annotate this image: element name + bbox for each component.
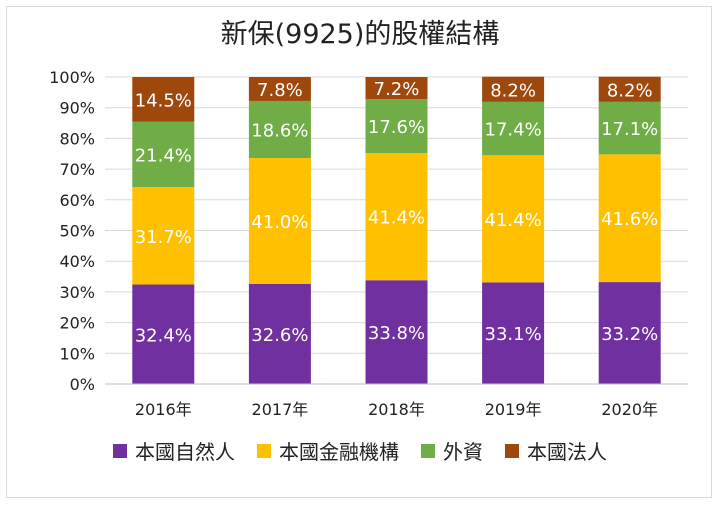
y-tick-label: 60% [59, 191, 95, 210]
x-tick-label: 2018年 [368, 400, 425, 419]
bar-segment [248, 100, 311, 159]
data-label: 41.6% [601, 209, 658, 230]
data-label: 17.4% [485, 120, 542, 141]
chart-legend: 本國自然人 本國金融機構 外資 本國法人 [0, 436, 720, 465]
bar-segment [248, 283, 311, 384]
legend-swatch [257, 443, 271, 458]
legend-swatch [421, 443, 435, 458]
bar-segment [248, 77, 311, 101]
data-label: 17.6% [368, 117, 425, 138]
data-label: 33.8% [368, 323, 425, 344]
legend-item-natural-persons: 本國自然人 [113, 436, 235, 465]
data-label: 8.2% [607, 80, 653, 101]
bar-segment [365, 153, 428, 281]
bar-segment [248, 158, 311, 284]
bar-segment [598, 154, 661, 283]
y-tick-label: 80% [59, 129, 95, 148]
data-label: 18.6% [251, 120, 308, 141]
legend-swatch [113, 443, 127, 458]
bar-segment [598, 76, 661, 102]
y-tick-label: 70% [59, 160, 95, 179]
bar-segment [365, 280, 428, 384]
legend-label: 本國金融機構 [279, 440, 399, 464]
data-label: 17.1% [601, 119, 658, 140]
bar-segment [132, 284, 195, 384]
data-label: 8.2% [490, 80, 536, 101]
data-label: 7.2% [374, 79, 420, 100]
bar-segment [482, 101, 545, 156]
legend-label: 本國自然人 [135, 440, 235, 464]
data-label: 14.5% [135, 90, 192, 111]
legend-label: 本國法人 [527, 440, 607, 464]
data-label: 7.8% [257, 80, 303, 101]
legend-swatch [505, 443, 519, 458]
data-label: 41.0% [251, 212, 308, 233]
x-tick-label: 2016年 [135, 400, 192, 419]
x-tick-label: 2020年 [601, 400, 658, 419]
legend-item-corporations: 本國法人 [505, 436, 607, 465]
data-label: 41.4% [485, 210, 542, 231]
legend-item-foreign-capital: 外資 [421, 436, 483, 465]
bar-segment [365, 99, 428, 154]
chart-title: 新保(9925)的股權結構 [220, 19, 500, 50]
bar-segment [482, 282, 545, 384]
x-tick-label: 2017年 [252, 400, 309, 419]
x-tick-label: 2019年 [485, 400, 542, 419]
bar-segment [598, 282, 661, 384]
legend-item-financial-institutions: 本國金融機構 [257, 436, 399, 465]
bar-segment [482, 76, 545, 102]
data-label: 32.4% [135, 325, 192, 346]
y-tick-label: 0% [70, 375, 95, 394]
data-label: 33.2% [601, 324, 658, 345]
y-tick-label: 20% [59, 314, 95, 333]
y-tick-label: 10% [59, 344, 95, 363]
y-tick-label: 50% [59, 222, 95, 241]
chart-frame [6, 6, 712, 498]
y-tick-label: 40% [59, 252, 95, 271]
bar-segment [482, 155, 545, 283]
data-label: 31.7% [135, 227, 192, 248]
bar-segment [132, 77, 195, 122]
data-label: 32.6% [251, 325, 308, 346]
legend-label: 外資 [443, 440, 483, 464]
bar-segment [132, 121, 195, 188]
data-label: 21.4% [135, 145, 192, 166]
bar-segment [598, 101, 661, 155]
bar-segment [132, 187, 195, 285]
bar-segment [365, 77, 428, 100]
y-tick-label: 90% [59, 99, 95, 118]
data-label: 41.4% [368, 208, 425, 229]
y-tick-label: 30% [59, 283, 95, 302]
data-label: 33.1% [485, 324, 542, 345]
y-tick-label: 100% [49, 68, 95, 87]
